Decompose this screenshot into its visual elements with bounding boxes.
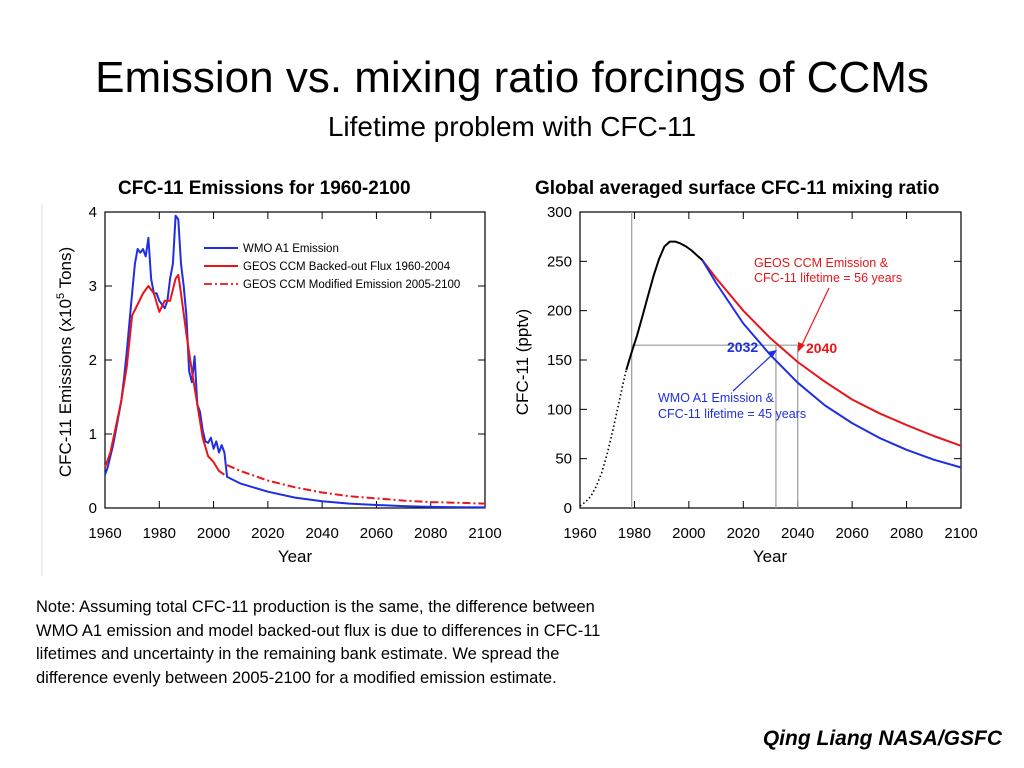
emissions-x-tick-label: 2060 (360, 525, 393, 542)
emissions-x-tick-label: 2080 (414, 525, 447, 542)
emissions-x-axis-label: Year (278, 547, 313, 566)
emissions-series (104, 214, 486, 509)
emissions-x-tick-label: 2040 (305, 525, 338, 542)
emissions-x-tick-label: 1960 (88, 525, 121, 542)
emissions-y-axis-label-exponent: 5 (55, 293, 67, 299)
emissions-x-tick-label: 1980 (143, 525, 176, 542)
legend-label-modified: GEOS CCM Modified Emission 2005-2100 (243, 279, 460, 291)
slide-subtitle: Lifetime problem with CFC-11 (327, 111, 697, 142)
emissions-series-line-2 (226, 464, 486, 505)
emissions-x-tick-label: 2100 (468, 525, 501, 542)
legend-label-wmo: WMO A1 Emission (243, 243, 339, 255)
emissions-series-line-1 (104, 273, 225, 476)
emissions-y-tick-label: 0 (89, 500, 97, 517)
legend-label-backed-out: GEOS CCM Backed-out Flux 1960-2004 (243, 261, 451, 273)
slide-title: Emission vs. mixing ratio forcings of CC… (95, 53, 929, 102)
emissions-series-line-0 (104, 214, 486, 509)
author-credit: Qing Liang NASA/GSFC (762, 727, 1002, 750)
emissions-x-axis: 1960 1980 2000 2020 2040 2060 2080 2100 (88, 212, 502, 542)
emissions-y-tick-label: 2 (89, 352, 97, 369)
emissions-y-tick-label: 3 (89, 278, 97, 295)
emissions-plot-frame (104, 211, 486, 509)
note-text: Note: Assuming total CFC-11 production i… (36, 598, 601, 687)
emissions-y-axis: 0 1 2 3 4 (89, 204, 485, 517)
emissions-y-axis-label-main: CFC-11 Emissions (x10 (56, 299, 75, 477)
emissions-y-axis-label-unit: Tons) (56, 247, 75, 293)
emissions-y-tick-label: 4 (89, 204, 97, 221)
emissions-chart-title: CFC-11 Emissions for 1960-2100 (118, 178, 411, 199)
emissions-y-tick-label: 1 (89, 426, 97, 443)
mixing-ratio-chart-title: Global averaged surface CFC-11 mixing ra… (535, 178, 940, 199)
emissions-y-axis-label: CFC-11 Emissions (x105 Tons) (55, 247, 75, 477)
emissions-legend: WMO A1 Emission GEOS CCM Backed-out Flux… (204, 243, 460, 291)
emissions-x-tick-label: 2020 (251, 525, 284, 542)
emissions-x-tick-label: 2000 (197, 525, 230, 542)
